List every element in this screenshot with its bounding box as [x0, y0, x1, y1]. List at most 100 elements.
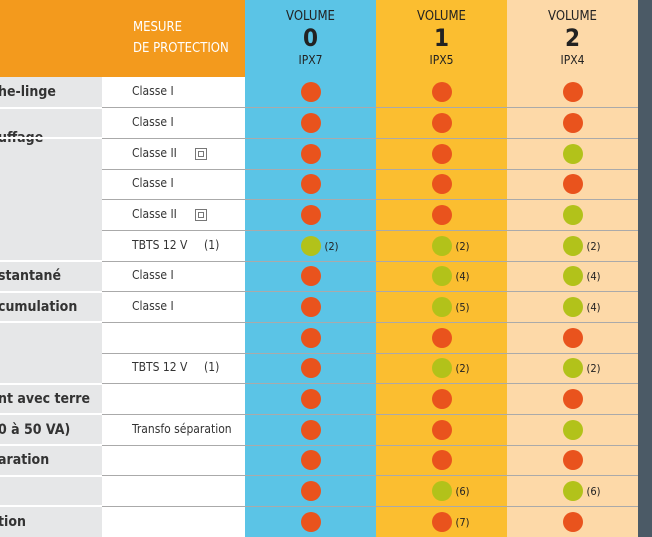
- row-line: [102, 475, 638, 477]
- dot: [300, 511, 321, 532]
- dot: [562, 235, 583, 256]
- dot-note: (2): [586, 362, 601, 376]
- row-line: [0, 474, 102, 477]
- dot: [431, 82, 452, 103]
- dot: [300, 389, 321, 410]
- protection-note: (1): [204, 237, 220, 252]
- dot-note: (5): [455, 301, 470, 315]
- class-ii-icon: [198, 150, 204, 157]
- protection-label: TBTS 12 V: [132, 360, 188, 375]
- category-label: 0 à 50 VA): [0, 421, 71, 438]
- protection-label: Transfo séparation: [132, 421, 232, 436]
- dot: [562, 266, 583, 287]
- row-line: [0, 290, 102, 293]
- row-line: [0, 444, 102, 447]
- dot-note: (4): [586, 270, 601, 284]
- dot: [431, 358, 452, 379]
- header-orange: [0, 0, 245, 77]
- dot: [431, 235, 452, 256]
- protection-label: Classe II: [132, 145, 177, 160]
- protection-label: Classe I: [132, 115, 174, 129]
- dot: [300, 450, 321, 471]
- dot-note: (2): [324, 239, 339, 253]
- dot: [300, 143, 321, 164]
- row-line: [102, 199, 638, 201]
- protection-label: Classe I: [132, 176, 174, 191]
- volume-rating: IPX5: [429, 53, 454, 67]
- dot: [300, 358, 321, 379]
- row-line: [102, 352, 638, 354]
- dot: [300, 205, 321, 225]
- dot-note: (2): [455, 362, 470, 376]
- row-line: [0, 321, 102, 324]
- row-line: [102, 107, 638, 109]
- header-text: MESURE: [133, 20, 182, 35]
- dot: [431, 174, 452, 195]
- volume-rating: IPX4: [560, 53, 585, 67]
- dot-note: (4): [455, 270, 470, 284]
- dot: [300, 419, 321, 440]
- row-line: [0, 260, 102, 263]
- dot: [562, 82, 583, 103]
- volume-label: VOLUME: [548, 9, 597, 24]
- dot: [431, 450, 452, 471]
- protection-label: Classe I: [132, 268, 174, 283]
- volume-rating: IPX7: [298, 53, 323, 67]
- dot: [431, 327, 452, 348]
- category-label: he-linge: [0, 84, 56, 101]
- right-strip: [638, 0, 652, 537]
- row-line: [102, 291, 638, 293]
- dot: [431, 419, 452, 440]
- row-line: [0, 106, 102, 109]
- row-line: [0, 505, 102, 508]
- dot: [562, 511, 583, 532]
- dot-note: (6): [455, 485, 470, 499]
- category-label: stantané: [0, 268, 62, 285]
- volume-number: 2: [564, 24, 581, 52]
- dot: [300, 481, 321, 502]
- row-line: [102, 168, 638, 170]
- dot: [562, 419, 583, 440]
- dot: [300, 297, 321, 318]
- category-label: nt avec terre: [0, 391, 91, 408]
- row-line: [102, 229, 638, 231]
- class-ii-icon: [195, 209, 207, 221]
- dot: [562, 143, 583, 164]
- row-line: [0, 382, 102, 385]
- dot: [300, 174, 321, 195]
- row-line: [102, 137, 638, 139]
- protection-label: TBTS 12 V: [132, 237, 188, 252]
- dot: [300, 113, 321, 133]
- row-line: [102, 260, 638, 262]
- dot: [431, 143, 452, 164]
- dot: [562, 389, 583, 410]
- dot: [562, 481, 583, 502]
- dot: [431, 297, 452, 318]
- protection-note: (1): [204, 360, 220, 375]
- category-label: cumulation: [0, 299, 78, 316]
- category-label: aration: [0, 452, 50, 469]
- row-line: [102, 505, 638, 507]
- dot: [431, 266, 452, 287]
- dot: [562, 297, 583, 318]
- header-text: DE PROTECTION: [133, 41, 229, 56]
- dot: [562, 327, 583, 348]
- protection-label: Classe I: [132, 84, 174, 99]
- dot: [562, 358, 583, 379]
- dot-note: (7): [455, 515, 470, 529]
- volume-number: 1: [433, 24, 450, 52]
- dot-note: (4): [586, 301, 601, 315]
- protection-label: Classe II: [132, 207, 177, 221]
- class-ii-icon: [198, 212, 204, 218]
- dot: [562, 174, 583, 195]
- row-line: [102, 413, 638, 415]
- volume-label: VOLUME: [417, 9, 466, 24]
- dot: [431, 511, 452, 532]
- dot: [300, 82, 321, 103]
- row-line: [0, 413, 102, 416]
- protection-label: Classe I: [132, 299, 174, 314]
- row-line: [102, 321, 638, 323]
- dot: [431, 205, 452, 225]
- row-line: [0, 137, 102, 140]
- dot: [300, 327, 321, 348]
